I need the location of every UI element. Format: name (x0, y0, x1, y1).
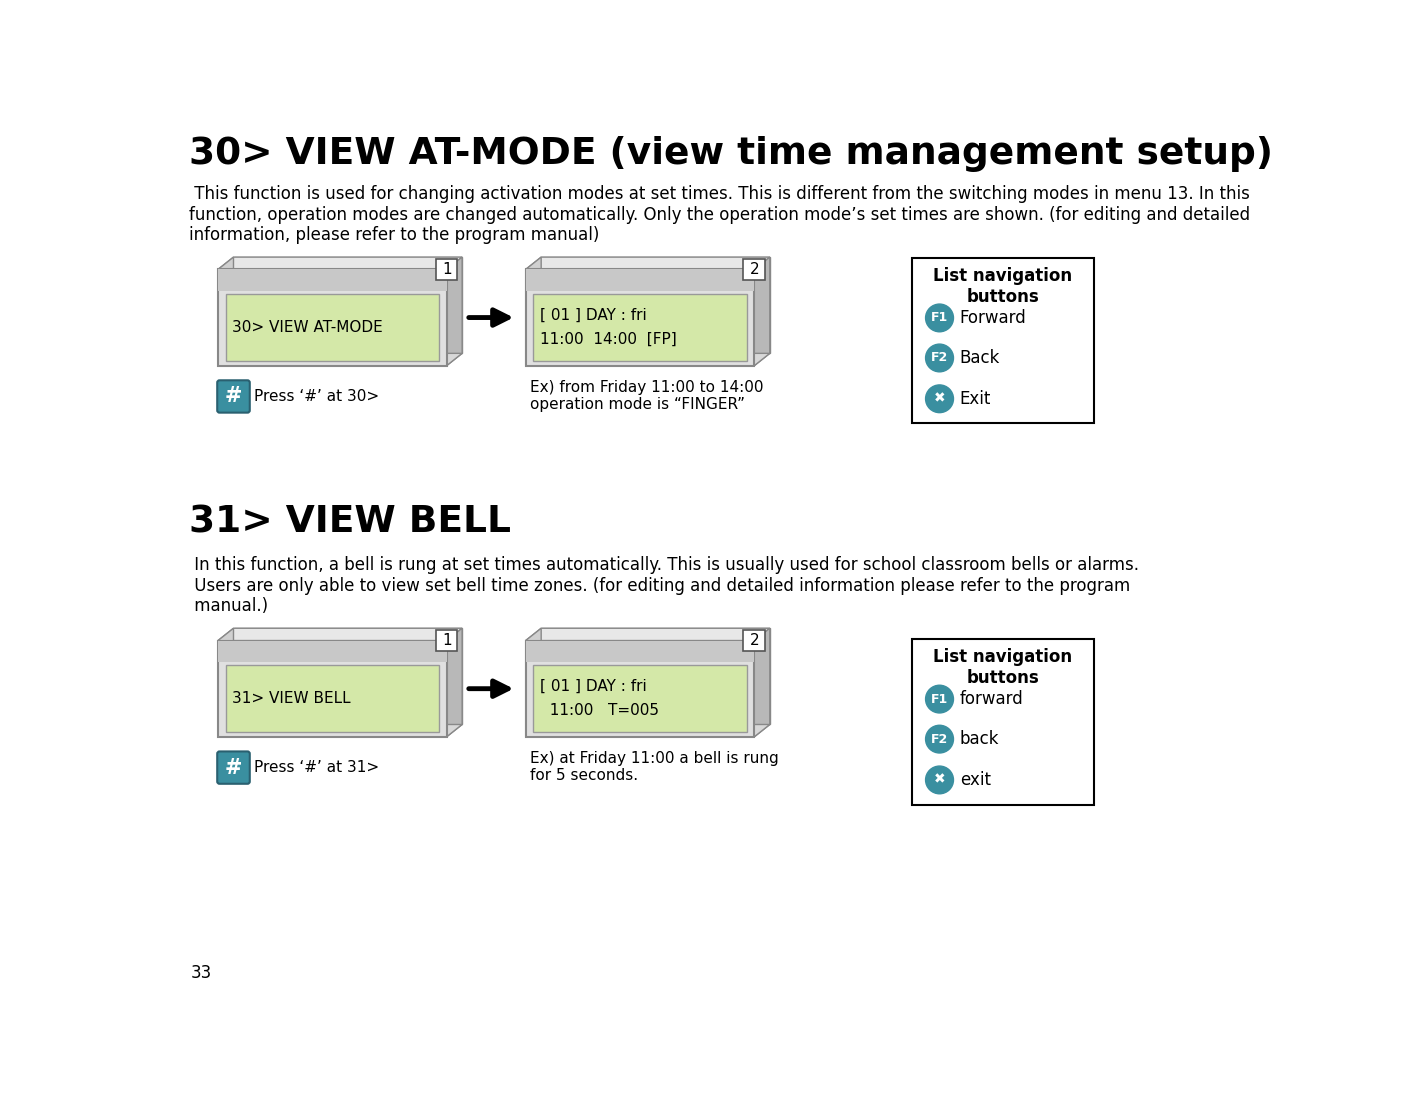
Text: Exit: Exit (960, 389, 991, 408)
Polygon shape (217, 257, 462, 269)
Polygon shape (526, 269, 755, 366)
Text: [ 01 ] DAY : fri: [ 01 ] DAY : fri (540, 678, 647, 694)
Polygon shape (217, 641, 446, 737)
Text: 30> VIEW AT-MODE: 30> VIEW AT-MODE (231, 320, 383, 335)
Polygon shape (217, 629, 233, 737)
FancyBboxPatch shape (912, 639, 1094, 804)
Text: ✖: ✖ (934, 773, 946, 786)
Text: Ex) from Friday 11:00 to 14:00
operation mode is “FINGER”: Ex) from Friday 11:00 to 14:00 operation… (529, 379, 763, 411)
Text: List navigation
buttons: List navigation buttons (933, 267, 1072, 306)
Text: 31> VIEW BELL: 31> VIEW BELL (231, 690, 351, 706)
Text: back: back (960, 730, 999, 748)
Text: 2: 2 (749, 633, 759, 649)
Polygon shape (446, 629, 462, 737)
Polygon shape (533, 665, 746, 732)
FancyBboxPatch shape (217, 751, 250, 784)
Text: 2: 2 (749, 261, 759, 277)
Text: Forward: Forward (960, 309, 1027, 326)
FancyBboxPatch shape (744, 630, 765, 652)
Circle shape (926, 685, 954, 713)
Polygon shape (217, 629, 462, 641)
Text: Back: Back (960, 349, 1000, 367)
Polygon shape (526, 725, 770, 737)
FancyBboxPatch shape (744, 258, 765, 280)
Polygon shape (755, 257, 770, 366)
Text: Press ‘#’ at 31>: Press ‘#’ at 31> (254, 760, 379, 775)
Text: F1: F1 (932, 693, 948, 706)
Text: #: # (224, 758, 243, 778)
FancyBboxPatch shape (436, 630, 457, 652)
Polygon shape (526, 629, 770, 641)
Text: List navigation
buttons: List navigation buttons (933, 649, 1072, 687)
Text: 33: 33 (191, 964, 212, 982)
Text: [ 01 ] DAY : fri: [ 01 ] DAY : fri (540, 308, 647, 323)
Polygon shape (542, 629, 770, 725)
Polygon shape (542, 257, 770, 353)
Text: exit: exit (960, 771, 991, 789)
Polygon shape (217, 269, 446, 366)
Polygon shape (217, 725, 462, 737)
Circle shape (926, 767, 954, 794)
Text: Ex) at Friday 11:00 a bell is rung
for 5 seconds.: Ex) at Friday 11:00 a bell is rung for 5… (529, 751, 779, 783)
Polygon shape (233, 629, 462, 725)
Text: F1: F1 (932, 311, 948, 324)
Circle shape (926, 385, 954, 413)
Text: ✖: ✖ (934, 392, 946, 406)
Polygon shape (526, 353, 770, 366)
Polygon shape (226, 665, 439, 732)
Circle shape (926, 304, 954, 332)
Text: forward: forward (960, 690, 1023, 708)
Text: 30> VIEW AT-MODE (view time management setup): 30> VIEW AT-MODE (view time management s… (189, 136, 1274, 172)
Text: F2: F2 (932, 352, 948, 364)
Polygon shape (526, 257, 542, 366)
Polygon shape (217, 353, 462, 366)
Circle shape (926, 344, 954, 372)
Text: 11:00   T=005: 11:00 T=005 (540, 703, 658, 718)
Text: #: # (224, 386, 243, 407)
Polygon shape (755, 629, 770, 737)
Text: 31> VIEW BELL: 31> VIEW BELL (189, 504, 511, 540)
Polygon shape (526, 629, 542, 737)
Text: 1: 1 (442, 633, 452, 649)
Text: F2: F2 (932, 732, 948, 746)
Polygon shape (526, 641, 755, 737)
Text: 11:00  14:00  [FP]: 11:00 14:00 [FP] (540, 332, 676, 347)
Text: In this function, a bell is rung at set times automatically. This is usually use: In this function, a bell is rung at set … (189, 556, 1139, 615)
Polygon shape (233, 257, 462, 353)
Polygon shape (226, 293, 439, 361)
Polygon shape (217, 269, 446, 290)
Polygon shape (446, 257, 462, 366)
Polygon shape (526, 269, 755, 290)
Polygon shape (217, 641, 446, 662)
Polygon shape (217, 257, 233, 366)
FancyBboxPatch shape (217, 381, 250, 413)
FancyBboxPatch shape (436, 258, 457, 280)
Polygon shape (526, 641, 755, 662)
Text: This function is used for changing activation modes at set times. This is differ: This function is used for changing activ… (189, 184, 1250, 245)
Circle shape (926, 726, 954, 753)
Polygon shape (526, 257, 770, 269)
FancyBboxPatch shape (912, 258, 1094, 424)
Polygon shape (533, 293, 746, 361)
Text: 1: 1 (442, 261, 452, 277)
Text: Press ‘#’ at 30>: Press ‘#’ at 30> (254, 389, 379, 404)
